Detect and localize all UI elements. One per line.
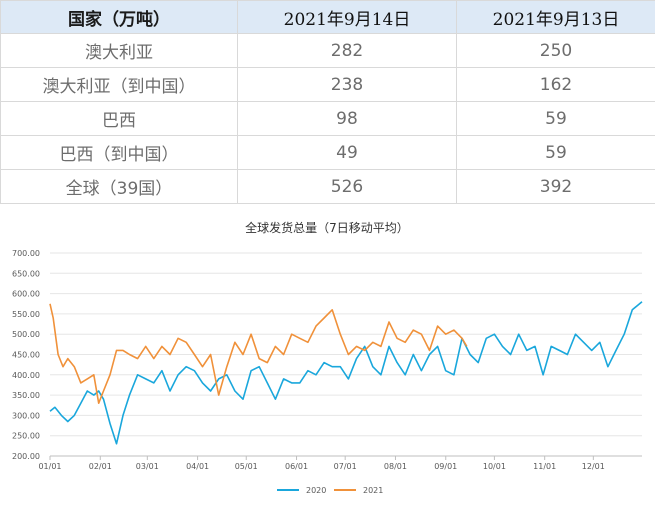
row-country: 全球（39国） (0, 169, 238, 204)
row-value-sep13: 59 (456, 135, 655, 170)
shipment-line-chart: 全球发货总量（7日移动平均） 200.00 250.00 300.00 350.00 4… (12, 220, 643, 495)
x-tick-label: 05/01 (235, 462, 258, 471)
x-tick-label: 06/01 (285, 462, 308, 471)
row-country: 澳大利亚（到中国） (0, 67, 238, 102)
x-tick-label: 01/01 (38, 462, 61, 471)
row-value-sep13: 162 (456, 67, 655, 102)
table-row: 巴西 98 59 (0, 101, 655, 136)
series-line-2021 (49, 303, 468, 404)
table-row: 巴西（到中国） 49 59 (0, 135, 655, 170)
chart-series (49, 301, 643, 445)
row-value-sep14: 98 (237, 101, 457, 136)
row-value-sep13: 392 (456, 169, 655, 204)
row-country: 巴西（到中国） (0, 135, 238, 170)
shipment-table: 国家（万吨） 2021年9月14日 2021年9月13日 澳大利亚 282 25… (0, 0, 655, 204)
chart-title: 全球发货总量（7日移动平均） (245, 220, 409, 235)
x-tick-label: 07/01 (334, 462, 357, 471)
y-tick-label: 400.00 (12, 371, 40, 380)
table-row: 澳大利亚（到中国） 238 162 (0, 67, 655, 102)
row-value-sep14: 49 (237, 135, 457, 170)
y-tick-label: 300.00 (12, 411, 40, 420)
y-tick-label: 550.00 (12, 310, 40, 319)
row-value-sep13: 250 (456, 33, 655, 68)
x-tick-label: 09/01 (434, 462, 457, 471)
x-tick-label: 12/01 (582, 462, 605, 471)
chart-legend: 2020 2021 (277, 486, 383, 495)
table-header-row: 国家（万吨） 2021年9月14日 2021年9月13日 (0, 0, 655, 34)
row-country: 澳大利亚 (0, 33, 238, 68)
table-row: 全球（39国） 526 392 (0, 169, 655, 204)
header-sep13: 2021年9月13日 (456, 0, 655, 34)
x-tick-label: 02/01 (89, 462, 112, 471)
y-tick-label: 450.00 (12, 351, 40, 360)
y-tick-label: 600.00 (12, 290, 40, 299)
x-tick-label: 10/01 (483, 462, 506, 471)
chart-grid (50, 252, 642, 457)
row-value-sep14: 526 (237, 169, 457, 204)
series-line-2020 (49, 301, 643, 445)
y-tick-label: 500.00 (12, 330, 40, 339)
x-tick-label: 03/01 (136, 462, 159, 471)
x-tick-label: 11/01 (533, 462, 556, 471)
x-axis: 01/01 02/01 03/01 04/01 05/01 06/01 07/01 08/01… (38, 456, 605, 471)
x-tick-label: 08/01 (384, 462, 407, 471)
y-tick-label: 650.00 (12, 269, 40, 278)
row-value-sep13: 59 (456, 101, 655, 136)
row-value-sep14: 282 (237, 33, 457, 68)
y-tick-label: 350.00 (12, 391, 40, 400)
legend-label: 2020 (306, 486, 326, 495)
row-value-sep14: 238 (237, 67, 457, 102)
header-sep14: 2021年9月14日 (237, 0, 457, 34)
header-country: 国家（万吨） (0, 0, 238, 34)
legend-label: 2021 (363, 486, 383, 495)
y-axis: 200.00 250.00 300.00 350.00 400.00 450.00 500.… (12, 249, 40, 461)
y-tick-label: 250.00 (12, 432, 40, 441)
y-tick-label: 700.00 (12, 249, 40, 258)
y-tick-label: 200.00 (12, 452, 40, 461)
x-tick-label: 04/01 (186, 462, 209, 471)
table-row: 澳大利亚 282 250 (0, 33, 655, 68)
row-country: 巴西 (0, 101, 238, 136)
